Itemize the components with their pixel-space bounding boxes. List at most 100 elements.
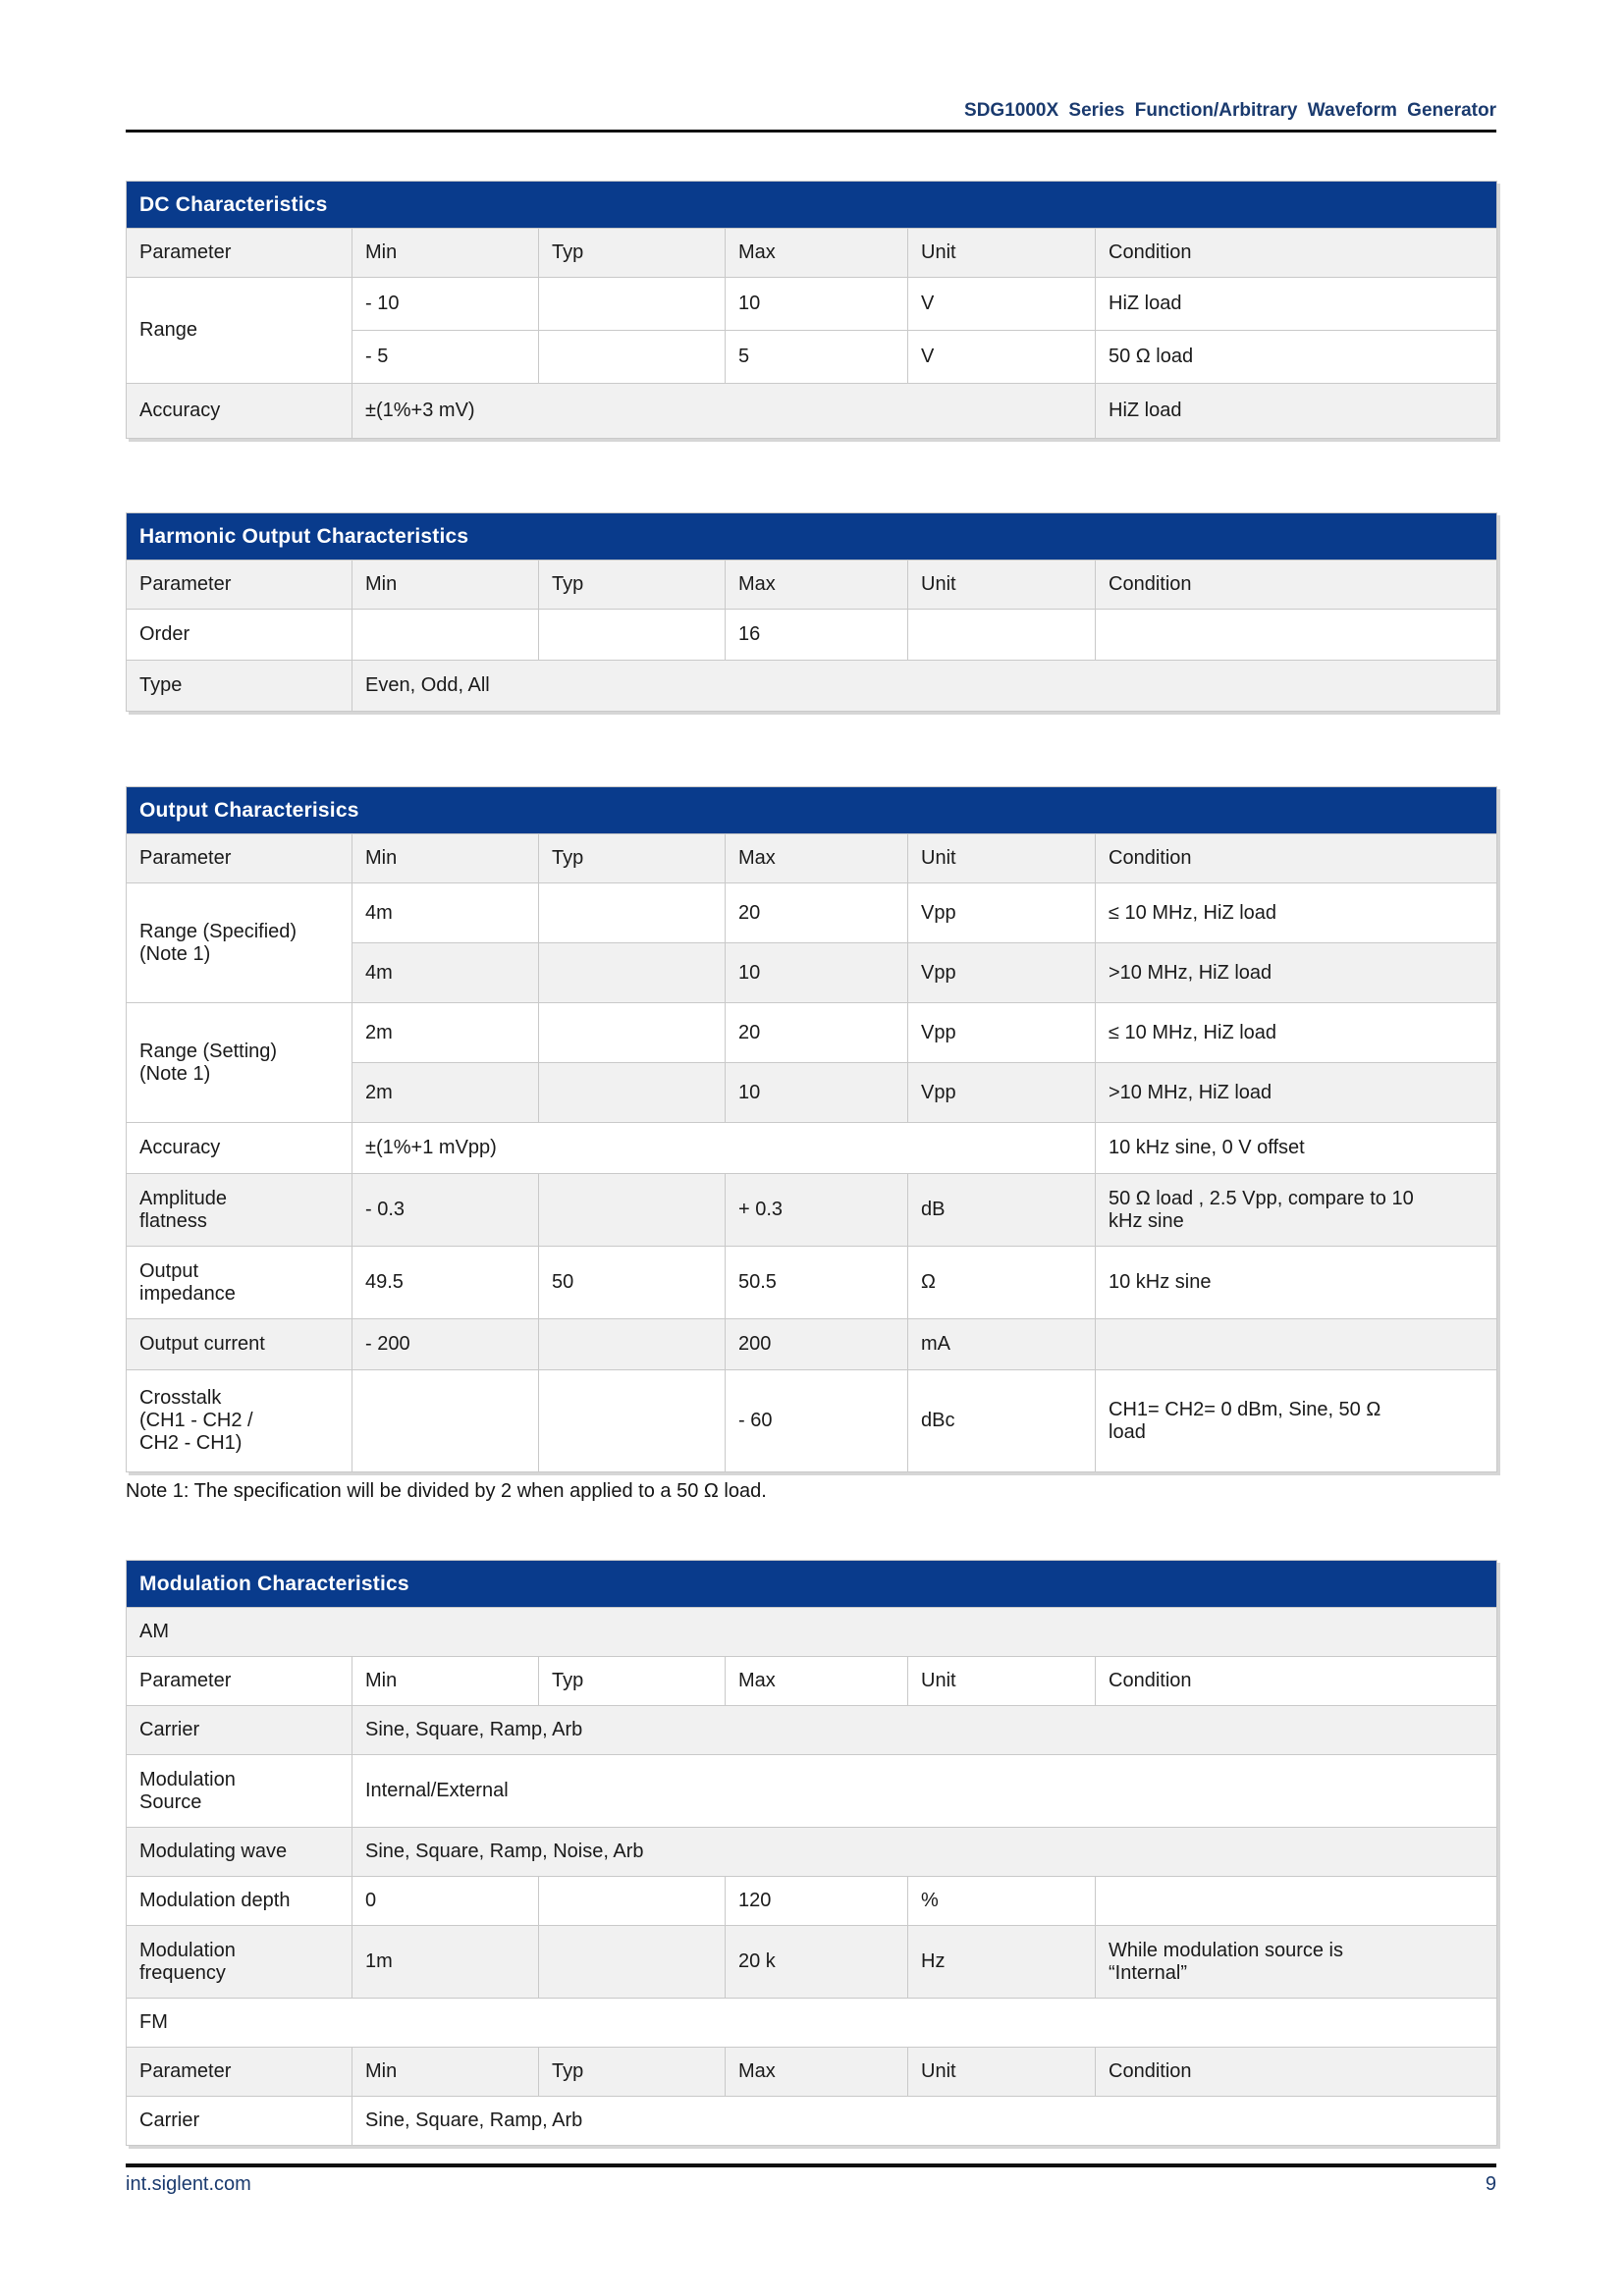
table-modulation-characteristics: Modulation Characteristics AM Parameter …: [125, 1560, 1498, 2146]
table-harmonic-output: Harmonic Output Characteristics Paramete…: [126, 512, 1498, 712]
col-header-parameter: Parameter: [126, 560, 352, 610]
col-header-typ: Typ: [538, 560, 726, 610]
cell-dc-range2-condition: 50 Ω load: [1094, 330, 1498, 384]
cell-output-rangeset1-unit: Vpp: [907, 1002, 1096, 1063]
table-title: Output Characterisics: [126, 786, 1497, 834]
page-footer: int.siglent.com 9: [126, 2173, 1496, 2196]
footer-page-number: 9: [1485, 2173, 1496, 2195]
col-header-max: Max: [725, 560, 908, 610]
cell-output-rangespec1-max: 20: [725, 882, 908, 943]
table-dc-characteristics: DC Characteristics Parameter Min Typ Max…: [126, 181, 1498, 439]
cell-am-frequency-max: 20 k: [725, 1925, 908, 1999]
col-header-parameter: Parameter: [126, 833, 352, 883]
cell-output-rangeset2-condition: >10 MHz, HiZ load: [1095, 1062, 1497, 1123]
cell-output-rangeset1-min: 2m: [352, 1002, 539, 1063]
cell-output-flatness-min: - 0.3: [352, 1173, 539, 1247]
table-title-bar: Modulation Characteristics: [126, 1560, 1497, 1608]
cell-output-impedance-typ: 50: [538, 1246, 726, 1319]
col-header-max: Max: [725, 2047, 908, 2097]
cell-dc-range2-unit: V: [907, 330, 1096, 384]
cell-harmonic-order-typ: [538, 609, 726, 661]
cell-am-wave-value: Sine, Square, Ramp, Noise, Arb: [351, 1827, 1498, 1877]
cell-dc-range1-unit: V: [907, 277, 1096, 331]
cell-am-frequency-min: 1m: [352, 1925, 539, 1999]
column-header-row: Parameter Min Typ Max Unit Condition: [126, 560, 1498, 610]
table-row: - 5 5 V 50 Ω load: [127, 330, 1498, 384]
table-row: Output current - 200 200 mA: [126, 1318, 1497, 1370]
cell-output-rangespec2-unit: Vpp: [907, 942, 1096, 1003]
table-title-bar: DC Characteristics: [126, 181, 1497, 229]
cell-output-crosstalk-min: [352, 1369, 539, 1472]
cell-output-rangeset1-typ: [538, 1002, 726, 1063]
col-header-max: Max: [725, 228, 908, 278]
cell-harmonic-type-value: Even, Odd, All: [351, 660, 1498, 712]
cell-output-impedance-label: Output impedance: [126, 1246, 352, 1319]
table-row: Amplitude flatness - 0.3 + 0.3 dB 50 Ω l…: [126, 1173, 1497, 1247]
cell-am-depth-typ: [538, 1876, 726, 1926]
column-header-row: Parameter Min Typ Max Unit Condition: [126, 2047, 1498, 2097]
cell-am-depth-label: Modulation depth: [126, 1876, 352, 1926]
cell-output-rangeset2-max: 10: [725, 1062, 908, 1123]
cell-output-current-condition: [1095, 1318, 1497, 1370]
cell-output-rangeset2-unit: Vpp: [907, 1062, 1096, 1123]
cell-harmonic-type-label: Type: [126, 660, 352, 712]
table-row: Accuracy ±(1%+3 mV) HiZ load: [126, 383, 1498, 439]
cell-am-frequency-typ: [538, 1925, 726, 1999]
note-1: Note 1: The specification will be divide…: [126, 1480, 767, 1502]
cell-am-wave-label: Modulating wave: [126, 1827, 352, 1877]
table-title: DC Characteristics: [126, 181, 1497, 229]
col-header-max: Max: [725, 833, 908, 883]
table-row: 4m 10 Vpp >10 MHz, HiZ load: [127, 942, 1497, 1003]
cell-dc-accuracy-condition: HiZ load: [1094, 383, 1498, 439]
col-header-typ: Typ: [538, 2047, 726, 2097]
section-row-am: AM: [125, 1607, 1498, 1657]
cell-am-carrier-value: Sine, Square, Ramp, Arb: [351, 1705, 1498, 1755]
cell-output-current-max: 200: [725, 1318, 908, 1370]
footer-site-link[interactable]: int.siglent.com: [126, 2173, 251, 2195]
col-header-condition: Condition: [1095, 833, 1497, 883]
cell-am-frequency-label: Modulation frequency: [126, 1925, 352, 1999]
cell-dc-range1-typ: [538, 277, 726, 331]
col-header-min: Min: [352, 1656, 539, 1706]
cell-output-accuracy-label: Accuracy: [126, 1122, 352, 1174]
table-title-bar: Output Characterisics: [126, 786, 1497, 834]
cell-output-rangespec1-min: 4m: [352, 882, 539, 943]
cell-output-current-min: - 200: [352, 1318, 539, 1370]
cell-dc-accuracy-label: Accuracy: [126, 383, 352, 439]
cell-am-depth-max: 120: [725, 1876, 908, 1926]
cell-am-depth-condition: [1094, 1876, 1498, 1926]
cell-output-rangespec1-typ: [538, 882, 726, 943]
cell-am-carrier-label: Carrier: [126, 1705, 352, 1755]
cell-output-rangespec2-max: 10: [725, 942, 908, 1003]
cell-output-crosstalk-max: - 60: [725, 1369, 908, 1472]
cell-fm-carrier-label: Carrier: [126, 2096, 352, 2146]
cell-am-frequency-condition: While modulation source is “Internal”: [1094, 1925, 1498, 1999]
table-row: Crosstalk (CH1 - CH2 / CH2 - CH1) - 60 d…: [126, 1369, 1497, 1472]
col-header-typ: Typ: [538, 833, 726, 883]
cell-output-flatness-max: + 0.3: [725, 1173, 908, 1247]
table-title: Harmonic Output Characteristics: [126, 512, 1497, 561]
cell-output-current-label: Output current: [126, 1318, 352, 1370]
col-header-condition: Condition: [1094, 228, 1498, 278]
cell-dc-range1-min: - 10: [352, 277, 539, 331]
cell-am-frequency-unit: Hz: [907, 1925, 1096, 1999]
cell-output-rangeset1-max: 20: [725, 1002, 908, 1063]
cell-dc-range1-condition: HiZ load: [1094, 277, 1498, 331]
cell-dc-range1-max: 10: [725, 277, 908, 331]
section-label-fm: FM: [125, 1998, 1498, 2048]
cell-output-crosstalk-typ: [538, 1369, 726, 1472]
footer-rule: [126, 2163, 1496, 2167]
cell-output-rangeset1-condition: ≤ 10 MHz, HiZ load: [1095, 1002, 1497, 1063]
col-header-max: Max: [725, 1656, 908, 1706]
col-header-unit: Unit: [907, 1656, 1096, 1706]
cell-harmonic-order-max: 16: [725, 609, 908, 661]
cell-output-accuracy-condition: 10 kHz sine, 0 V offset: [1095, 1122, 1497, 1174]
col-header-condition: Condition: [1094, 560, 1498, 610]
cell-harmonic-order-label: Order: [126, 609, 352, 661]
cell-dc-range2-typ: [538, 330, 726, 384]
cell-dc-range2-min: - 5: [352, 330, 539, 384]
page-header-title: SDG1000X Series Function/Arbitrary Wavef…: [964, 100, 1496, 121]
col-header-unit: Unit: [907, 228, 1096, 278]
cell-output-impedance-condition: 10 kHz sine: [1095, 1246, 1497, 1319]
cell-output-flatness-typ: [538, 1173, 726, 1247]
